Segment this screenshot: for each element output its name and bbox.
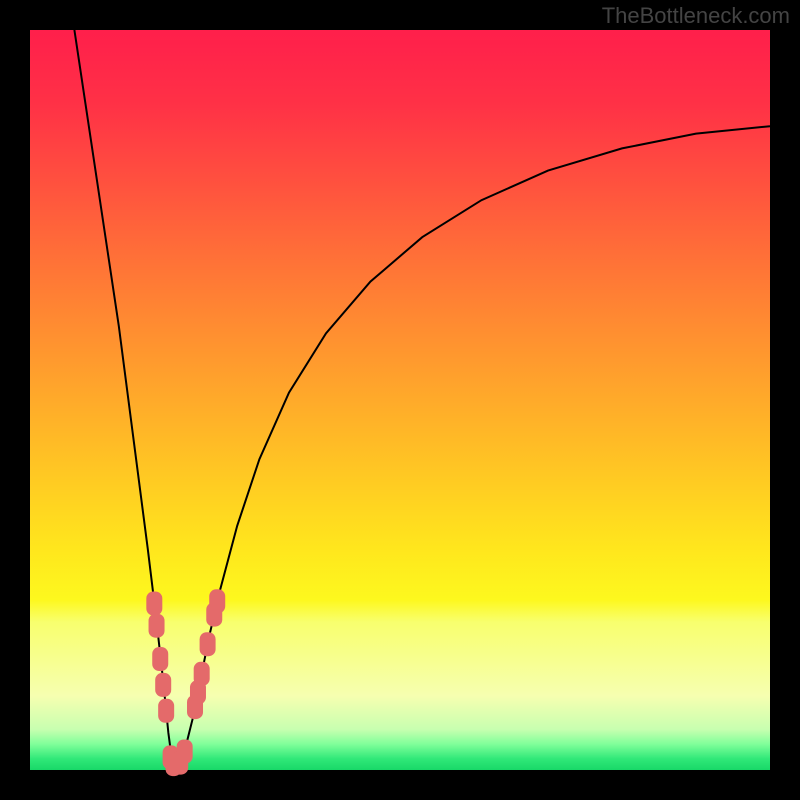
data-point-marker — [200, 632, 216, 656]
curve-right-branch — [173, 126, 770, 766]
data-point-marker — [152, 647, 168, 671]
data-point-marker — [155, 673, 171, 697]
data-point-marker — [146, 592, 162, 616]
data-point-marker — [177, 740, 193, 764]
data-point-marker — [158, 699, 174, 723]
bottleneck-chart-svg — [30, 30, 770, 770]
chart-plot-area — [30, 30, 770, 770]
data-point-marker — [194, 662, 210, 686]
data-point-marker — [149, 614, 165, 638]
data-point-markers — [146, 589, 225, 776]
watermark-text: TheBottleneck.com — [602, 3, 790, 29]
data-point-marker — [209, 589, 225, 613]
